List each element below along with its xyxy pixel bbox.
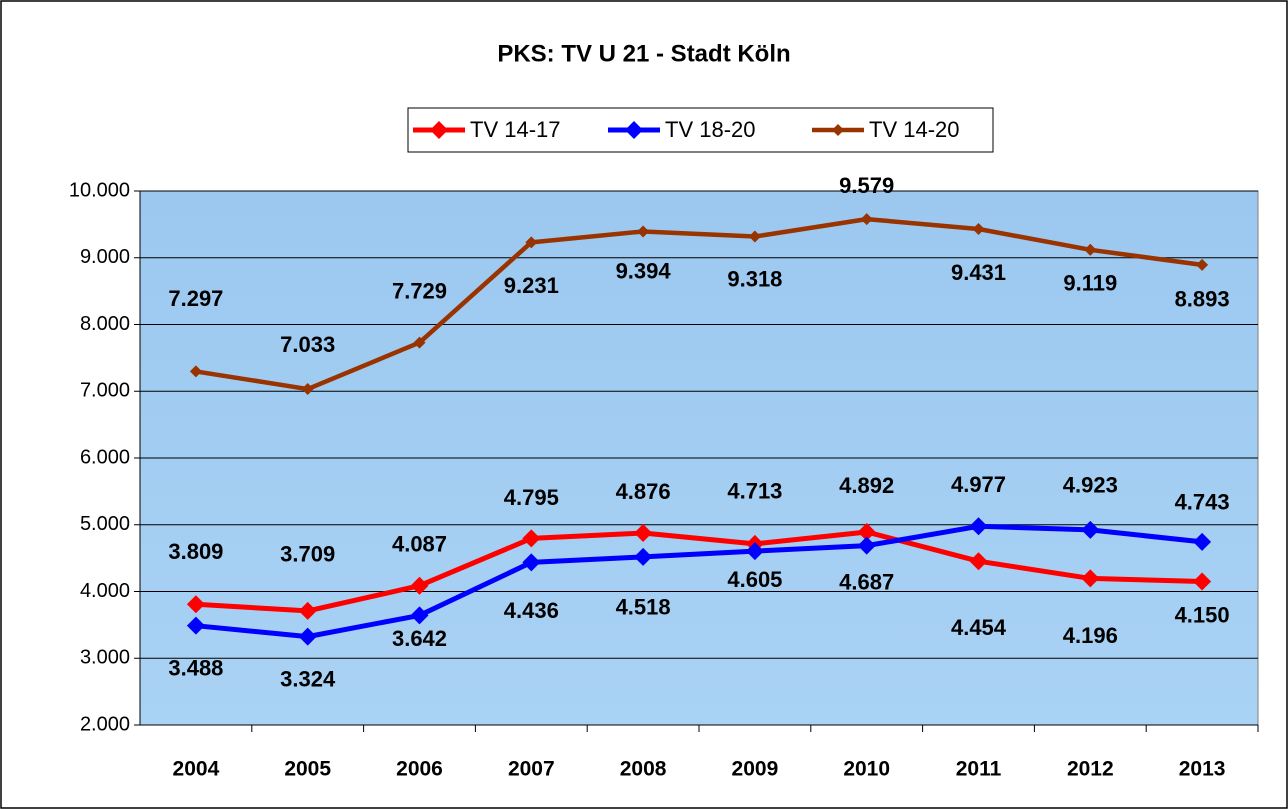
marker xyxy=(857,522,876,541)
marker xyxy=(1196,258,1209,271)
data-label: 9.318 xyxy=(727,266,782,291)
data-label: 4.454 xyxy=(951,615,1007,640)
data-label: 3.709 xyxy=(280,542,335,567)
marker xyxy=(413,336,426,349)
y-tick-label: 2.000 xyxy=(80,713,130,735)
data-label: 9.231 xyxy=(504,273,559,298)
x-tick-label: 2007 xyxy=(508,758,555,781)
data-label: 4.743 xyxy=(1175,490,1230,515)
marker xyxy=(410,606,429,625)
data-label: 3.809 xyxy=(168,539,223,564)
data-label: 4.196 xyxy=(1063,623,1118,648)
legend-label: TV 14-20 xyxy=(869,117,960,142)
data-label: 3.642 xyxy=(392,626,447,651)
marker xyxy=(1084,243,1097,256)
y-tick-label: 9.000 xyxy=(80,246,130,268)
data-label: 3.324 xyxy=(280,666,336,691)
data-label: 4.892 xyxy=(839,473,894,498)
marker xyxy=(189,365,202,378)
data-label: 4.977 xyxy=(951,472,1006,497)
y-tick-label: 7.000 xyxy=(80,380,130,402)
data-label: 3.488 xyxy=(168,655,223,680)
data-label: 8.893 xyxy=(1175,287,1230,312)
data-label: 4.923 xyxy=(1063,473,1118,498)
marker xyxy=(525,236,538,249)
y-tick-label: 10.000 xyxy=(69,179,130,201)
chart-title: PKS: TV U 21 - Stadt Köln xyxy=(497,40,790,67)
line xyxy=(195,529,1203,614)
data-label: 7.033 xyxy=(280,332,335,357)
marker xyxy=(857,536,876,555)
legend-marker xyxy=(430,121,448,139)
marker xyxy=(298,627,317,646)
marker xyxy=(634,547,653,566)
marker xyxy=(186,616,205,635)
x-tick-label: 2008 xyxy=(620,758,667,781)
line xyxy=(195,523,1203,640)
line xyxy=(195,216,1203,392)
marker xyxy=(186,595,205,614)
data-label: 4.436 xyxy=(504,598,559,623)
x-tick-label: 2004 xyxy=(173,758,220,781)
y-tick-label: 4.000 xyxy=(80,580,130,602)
data-label: 9.394 xyxy=(616,258,672,283)
data-label: 4.605 xyxy=(727,567,782,592)
y-tick-label: 3.000 xyxy=(80,647,130,669)
data-label: 4.713 xyxy=(727,479,782,504)
marker xyxy=(745,542,764,561)
y-tick-label: 6.000 xyxy=(80,446,130,468)
marker xyxy=(298,601,317,620)
marker xyxy=(1081,569,1100,588)
data-label: 9.119 xyxy=(1063,271,1117,296)
data-label: 4.687 xyxy=(839,569,894,594)
legend-label: TV 14-17 xyxy=(470,117,561,142)
marker xyxy=(1081,520,1100,539)
data-label: 7.729 xyxy=(392,278,447,303)
marker xyxy=(1193,572,1212,591)
y-tick-label: 8.000 xyxy=(80,313,130,335)
x-tick-label: 2009 xyxy=(732,758,779,781)
legend-label: TV 18-20 xyxy=(665,117,756,142)
marker xyxy=(748,230,761,243)
marker xyxy=(522,529,541,548)
x-tick-label: 2005 xyxy=(284,758,331,781)
data-label: 7.297 xyxy=(168,286,223,311)
data-label: 9.579 xyxy=(839,173,894,198)
data-label: 4.876 xyxy=(616,479,671,504)
data-label: 4.795 xyxy=(504,485,559,510)
x-tick-label: 2013 xyxy=(1179,758,1226,781)
marker xyxy=(301,383,314,396)
marker xyxy=(410,576,429,595)
marker xyxy=(1193,532,1212,551)
data-label: 4.150 xyxy=(1175,602,1230,627)
legend-marker xyxy=(625,121,643,139)
data-label: 9.431 xyxy=(951,260,1006,285)
y-tick-label: 5.000 xyxy=(80,513,130,535)
x-tick-label: 2011 xyxy=(956,758,1002,781)
data-label: 4.087 xyxy=(392,532,447,557)
legend xyxy=(407,107,994,153)
marker xyxy=(637,225,650,238)
x-tick-label: 2006 xyxy=(396,758,443,781)
x-tick-label: 2012 xyxy=(1067,758,1114,781)
marker xyxy=(860,213,873,226)
marker xyxy=(969,517,988,536)
legend-marker xyxy=(832,124,844,136)
data-label: 4.518 xyxy=(616,595,671,620)
marker xyxy=(634,524,653,543)
marker xyxy=(972,222,985,235)
marker xyxy=(969,552,988,571)
marker xyxy=(522,553,541,572)
x-tick-label: 2010 xyxy=(843,758,890,781)
